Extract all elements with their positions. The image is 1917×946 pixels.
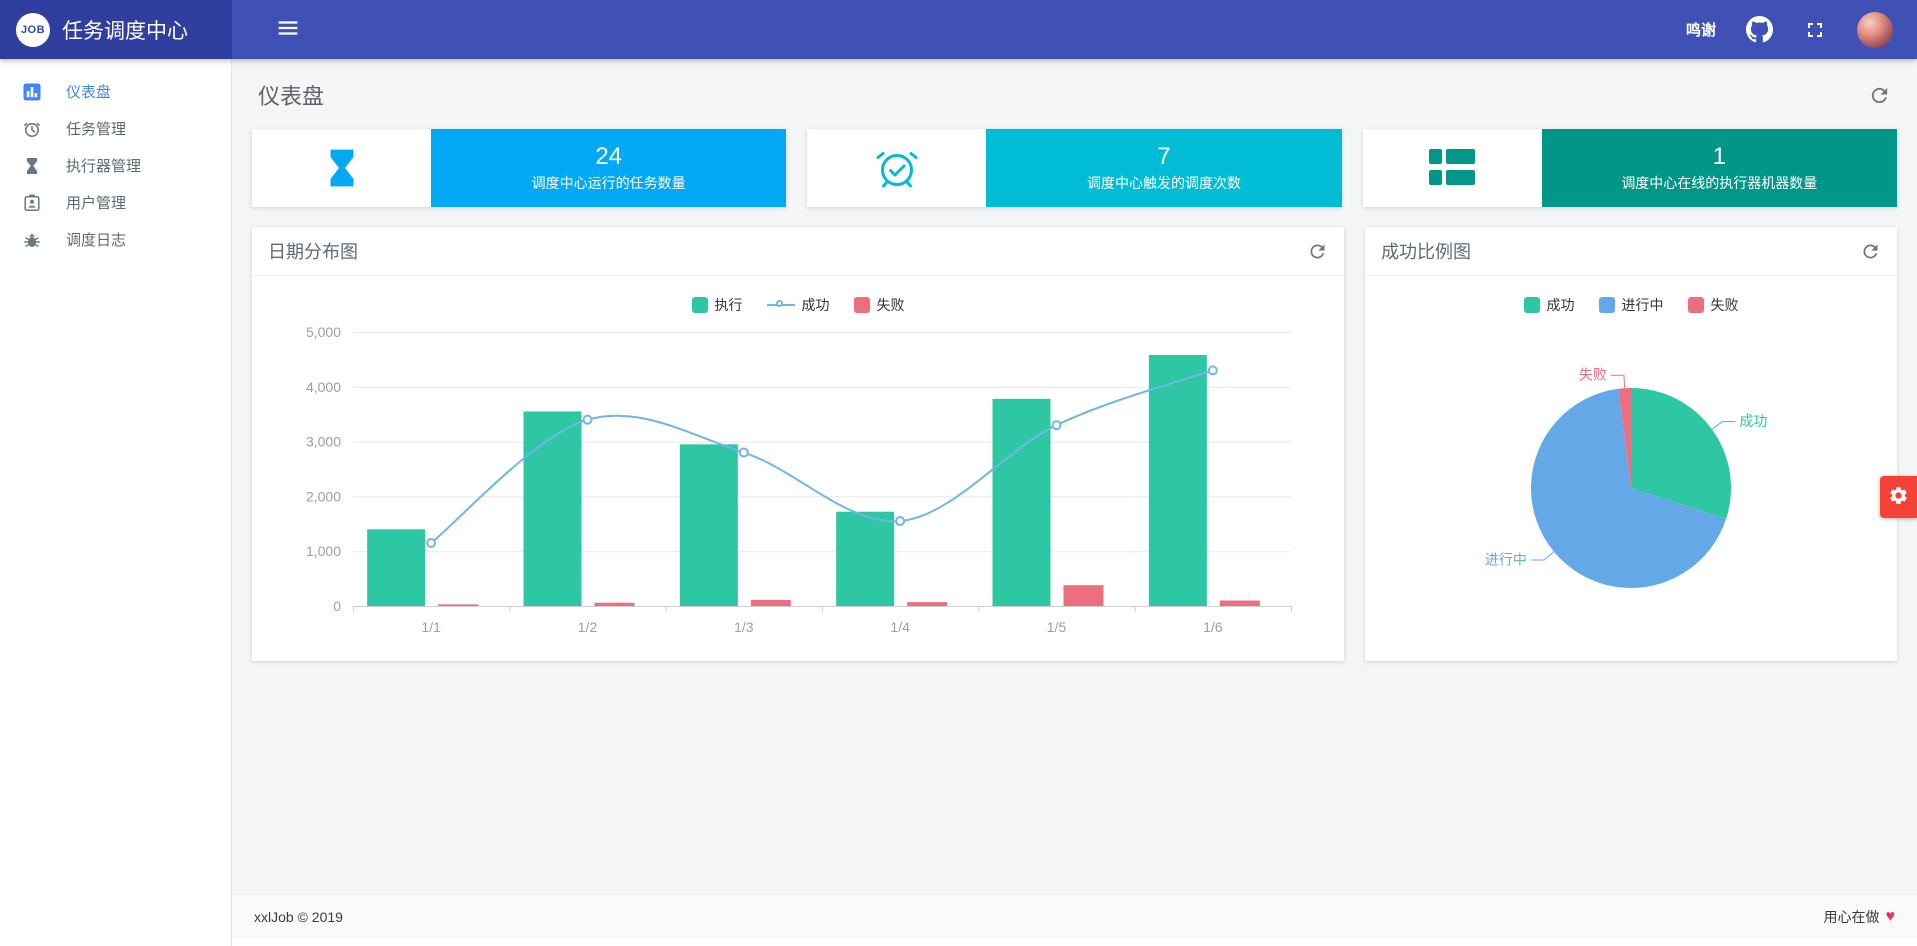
- stat-card-running-jobs: 24 调度中心运行的任务数量: [252, 129, 787, 207]
- sidebar: 仪表盘 任务管理 执行器管理 用户管理: [0, 59, 232, 946]
- sidebar-item-label: 用户管理: [66, 195, 127, 212]
- svg-text:1/5: 1/5: [1047, 619, 1067, 635]
- svg-text:1/3: 1/3: [734, 619, 754, 635]
- panel-title: 日期分布图: [268, 242, 358, 262]
- svg-text:4,000: 4,000: [306, 379, 341, 395]
- page-footer: xxlJob © 2019 用心在做 ♥: [232, 894, 1917, 938]
- stat-value: 1: [1712, 142, 1726, 170]
- stat-label: 调度中心运行的任务数量: [531, 175, 686, 192]
- fullscreen-icon[interactable]: [1803, 18, 1827, 42]
- stat-label: 调度中心触发的调度次数: [1086, 175, 1241, 192]
- bottom-strip: [232, 938, 1917, 946]
- svg-text:5,000: 5,000: [306, 324, 341, 340]
- stats-row: 24 调度中心运行的任务数量 7 调度中心触发的调度次数: [252, 129, 1897, 207]
- svg-text:2,000: 2,000: [306, 488, 341, 504]
- svg-text:1/1: 1/1: [421, 619, 441, 635]
- menu-icon: [276, 16, 300, 43]
- success-ratio-panel: 成功比例图 成功 进行中 失败 成功 进行中 失败: [1365, 227, 1897, 661]
- svg-text:3,000: 3,000: [306, 434, 341, 450]
- bug-icon: [22, 230, 42, 250]
- avatar[interactable]: [1857, 11, 1893, 48]
- page-title: 仪表盘: [258, 84, 325, 109]
- settings-button[interactable]: [1880, 476, 1917, 518]
- job-logo: JOB: [16, 12, 50, 47]
- sidebar-item-executors[interactable]: 执行器管理: [0, 147, 231, 184]
- refresh-icon[interactable]: [1860, 241, 1881, 262]
- stat-card-online-executors: 1 调度中心在线的执行器机器数量: [1362, 129, 1897, 207]
- swatch-icon: [1687, 297, 1704, 313]
- sidebar-item-logs[interactable]: 调度日志: [0, 221, 231, 258]
- sidebar-item-dashboard[interactable]: 仪表盘: [0, 73, 231, 110]
- bar-line-chart: 0 1,000 2,000 3,000 4,000 5,000 1/1 1/2 1/3 1/4 1/…: [306, 324, 1293, 635]
- top-navbar: JOB 任务调度中心 鸣谢: [0, 0, 1917, 59]
- dashboard-icon: [22, 82, 42, 102]
- bar-chart-legend: 执行 成功 失败: [691, 294, 905, 316]
- footer-copyright: xxlJob © 2019: [254, 908, 343, 925]
- sidebar-item-label: 任务管理: [66, 121, 127, 138]
- legend-item[interactable]: 成功: [1523, 295, 1575, 315]
- navbar-actions: 鸣谢: [1686, 0, 1917, 59]
- svg-text:失败: 失败: [1579, 367, 1607, 383]
- svg-text:1,000: 1,000: [306, 543, 341, 559]
- panel-title: 成功比例图: [1381, 242, 1472, 262]
- svg-text:1/4: 1/4: [890, 619, 910, 635]
- brand[interactable]: JOB 任务调度中心: [0, 0, 232, 59]
- swatch-icon: [691, 297, 708, 313]
- svg-text:0: 0: [333, 598, 341, 614]
- thanks-link[interactable]: 鸣谢: [1685, 22, 1716, 39]
- svg-text:进行中: 进行中: [1485, 552, 1527, 568]
- github-icon[interactable]: [1746, 16, 1773, 43]
- content-area: 仪表盘 24 调度中心运行的任务数量: [232, 59, 1917, 946]
- swatch-icon: [1598, 297, 1615, 313]
- swatch-icon: [1523, 297, 1540, 313]
- gear-icon: [1888, 485, 1909, 509]
- svg-text:1/6: 1/6: [1203, 619, 1223, 635]
- hourglass-icon: [252, 129, 431, 207]
- alarm-check-icon: [807, 129, 986, 207]
- pie-chart-legend: 成功 进行中 失败: [1523, 294, 1739, 316]
- legend-item[interactable]: 执行: [691, 295, 743, 315]
- stat-value-zone: 7 调度中心触发的调度次数: [986, 129, 1342, 207]
- swatch-icon: [853, 297, 870, 313]
- stat-value: 7: [1157, 142, 1171, 170]
- app-title: 任务调度中心: [62, 19, 188, 43]
- stat-value-zone: 1 调度中心在线的执行器机器数量: [1541, 129, 1897, 207]
- panels-row: 日期分布图 执行 成功 失败 0 1,000 2,000 3,000 4,000 5,000 1…: [252, 227, 1897, 661]
- alarm-clock-icon: [22, 119, 42, 139]
- svg-text:成功: 成功: [1739, 413, 1767, 429]
- legend-item[interactable]: 失败: [853, 295, 905, 315]
- badge-icon: [22, 193, 42, 213]
- sidebar-item-label: 执行器管理: [66, 158, 142, 175]
- sidebar-item-jobs[interactable]: 任务管理: [0, 110, 231, 147]
- servers-icon: [1363, 129, 1542, 207]
- footer-slogan: 用心在做: [1823, 908, 1880, 925]
- svg-text:1/2: 1/2: [578, 619, 598, 635]
- date-distribution-panel: 日期分布图 执行 成功 失败 0 1,000 2,000 3,000 4,000 5,000 1…: [252, 227, 1345, 661]
- stat-label: 调度中心在线的执行器机器数量: [1621, 175, 1818, 192]
- main-layout: 仪表盘 任务管理 执行器管理 用户管理: [0, 59, 1917, 946]
- sidebar-item-users[interactable]: 用户管理: [0, 184, 231, 221]
- stat-card-trigger-count: 7 调度中心触发的调度次数: [807, 129, 1342, 207]
- stat-value-zone: 24 调度中心运行的任务数量: [431, 129, 787, 207]
- stat-value: 24: [595, 142, 623, 170]
- heart-icon: ♥: [1885, 907, 1896, 925]
- sidebar-item-label: 调度日志: [66, 232, 127, 249]
- hourglass-icon: [22, 156, 42, 176]
- sidebar-item-label: 仪表盘: [66, 84, 112, 101]
- line-marker-icon: [766, 298, 795, 312]
- menu-toggle-button[interactable]: [276, 0, 300, 59]
- refresh-icon[interactable]: [1868, 84, 1891, 107]
- refresh-icon[interactable]: [1307, 241, 1328, 262]
- legend-item[interactable]: 失败: [1687, 295, 1739, 315]
- legend-item[interactable]: 进行中: [1598, 295, 1664, 315]
- legend-item[interactable]: 成功: [766, 295, 830, 315]
